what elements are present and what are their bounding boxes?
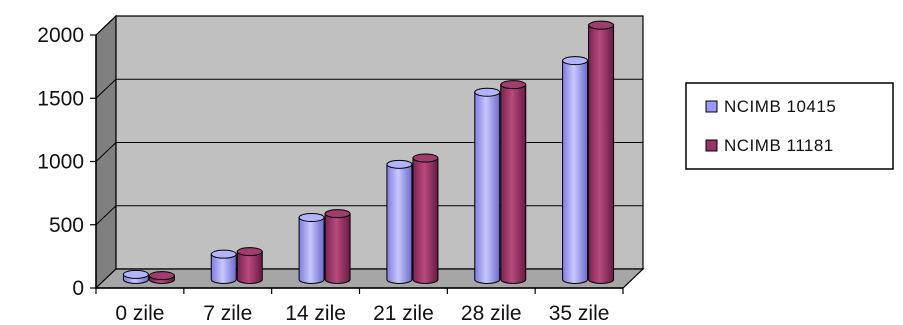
- bar-ncimb-11181-7-zile: [236, 247, 263, 284]
- bar-ncimb-10415-21-zile: [386, 159, 413, 284]
- y-tick-label: 500: [49, 214, 84, 237]
- y-tick-label: 1000: [37, 151, 84, 174]
- bar-ncimb-11181-0-zile: [148, 271, 175, 284]
- x-tick-label-7-zile: 7 zile: [203, 302, 252, 325]
- legend-swatch-ncimb-11181: [705, 139, 718, 152]
- bar-ncimb-10415-28-zile: [474, 87, 501, 284]
- y-tick-label: 0: [72, 277, 84, 300]
- bar-ncimb-10415-7-zile: [210, 249, 237, 284]
- x-tick-label-0-zile: 0 zile: [115, 302, 164, 325]
- gridline-side: [95, 78, 117, 99]
- legend-label-ncimb-10415: NCIMB 10415: [724, 97, 836, 116]
- bar-ncimb-10415-35-zile: [562, 56, 589, 284]
- bar-ncimb-11181-14-zile: [324, 209, 351, 284]
- legend-swatch-ncimb-10415: [705, 100, 718, 113]
- y-tick-label: 1500: [37, 87, 84, 110]
- bar-ncimb-11181-28-zile: [500, 80, 527, 284]
- bar-ncimb-10415-14-zile: [298, 212, 325, 284]
- bar-ncimb-10415-0-zile: [122, 269, 149, 284]
- legend-label-ncimb-11181: NCIMB 11181: [724, 136, 834, 155]
- x-tick-label-21-zile: 21 zile: [373, 302, 434, 325]
- legend: NCIMB 10415 NCIMB 11181: [685, 82, 894, 170]
- floor: [94, 268, 645, 289]
- x-tick-label-14-zile: 14 zile: [285, 302, 346, 325]
- gridline-side: [95, 15, 117, 36]
- gridline-side: [95, 205, 117, 226]
- y-tick-label: 2000: [37, 24, 84, 47]
- x-tick-label-28-zile: 28 zile: [461, 302, 522, 325]
- bar-ncimb-11181-21-zile: [412, 153, 439, 284]
- gridline-side: [95, 142, 117, 162]
- bar-ncimb-11181-35-zile: [588, 20, 615, 284]
- x-tick-label-35-zile: 35 zile: [549, 302, 610, 325]
- legend-box: [685, 82, 894, 170]
